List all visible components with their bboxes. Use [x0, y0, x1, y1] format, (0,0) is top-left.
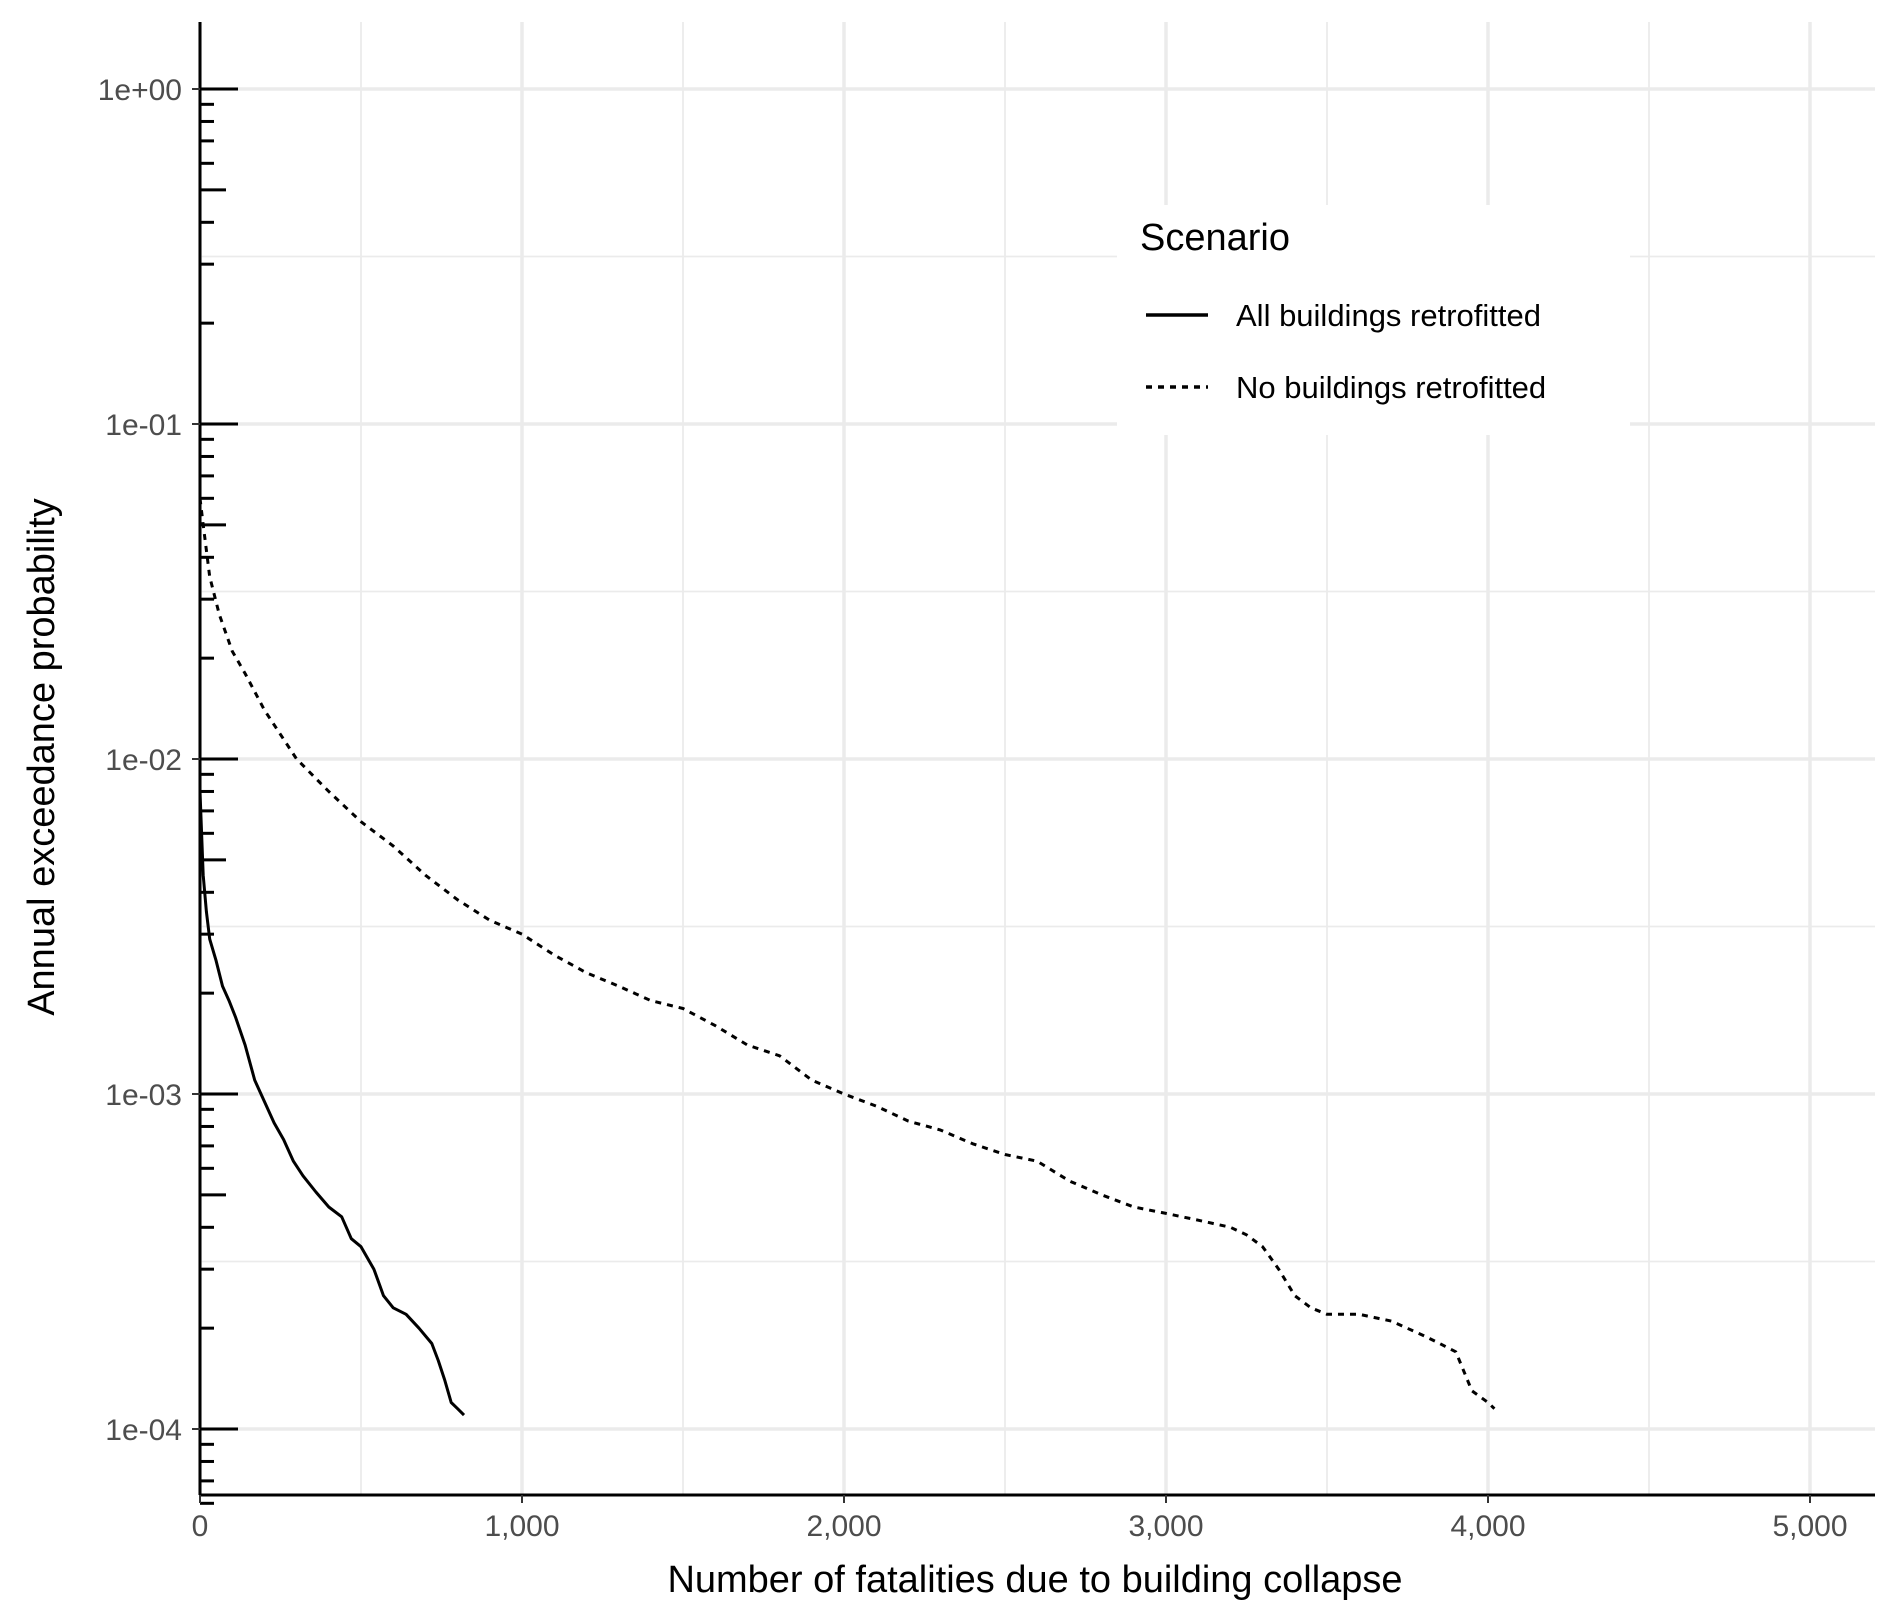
x-tick-label: 1,000 — [484, 1510, 559, 1543]
x-tick-label: 3,000 — [1128, 1510, 1203, 1543]
y-tick-label: 1e-01 — [105, 409, 182, 442]
series-lines — [198, 498, 1496, 1417]
series-line-none-retrofitted — [198, 498, 1496, 1410]
x-axis-title: Number of fatalities due to building col… — [667, 1559, 1402, 1601]
y-tick-label: 1e-03 — [105, 1079, 182, 1112]
legend: Scenario All buildings retrofitted No bu… — [1117, 205, 1630, 435]
x-tick-label: 4,000 — [1450, 1510, 1525, 1543]
y-axis-title: Annual exceedance probability — [21, 498, 63, 1016]
x-tick-label: 2,000 — [806, 1510, 881, 1543]
y-tick-label: 1e+00 — [98, 74, 182, 107]
y-tick-label: 1e-02 — [105, 744, 182, 777]
y-tick-label: 1e-04 — [105, 1414, 182, 1447]
legend-title: Scenario — [1140, 217, 1290, 259]
legend-background — [1117, 205, 1630, 435]
axes — [192, 22, 1875, 1505]
series-line-all-retrofitted — [198, 791, 466, 1417]
legend-label-all-retrofitted: All buildings retrofitted — [1236, 298, 1541, 333]
x-tick-label: 0 — [192, 1510, 209, 1543]
legend-label-none-retrofitted: No buildings retrofitted — [1236, 370, 1546, 405]
tick-labels: 0 1,000 2,000 3,000 4,000 5,000 1e+00 1e-01 1e-0… — [98, 74, 1848, 1543]
x-tick-label: 5,000 — [1772, 1510, 1847, 1543]
